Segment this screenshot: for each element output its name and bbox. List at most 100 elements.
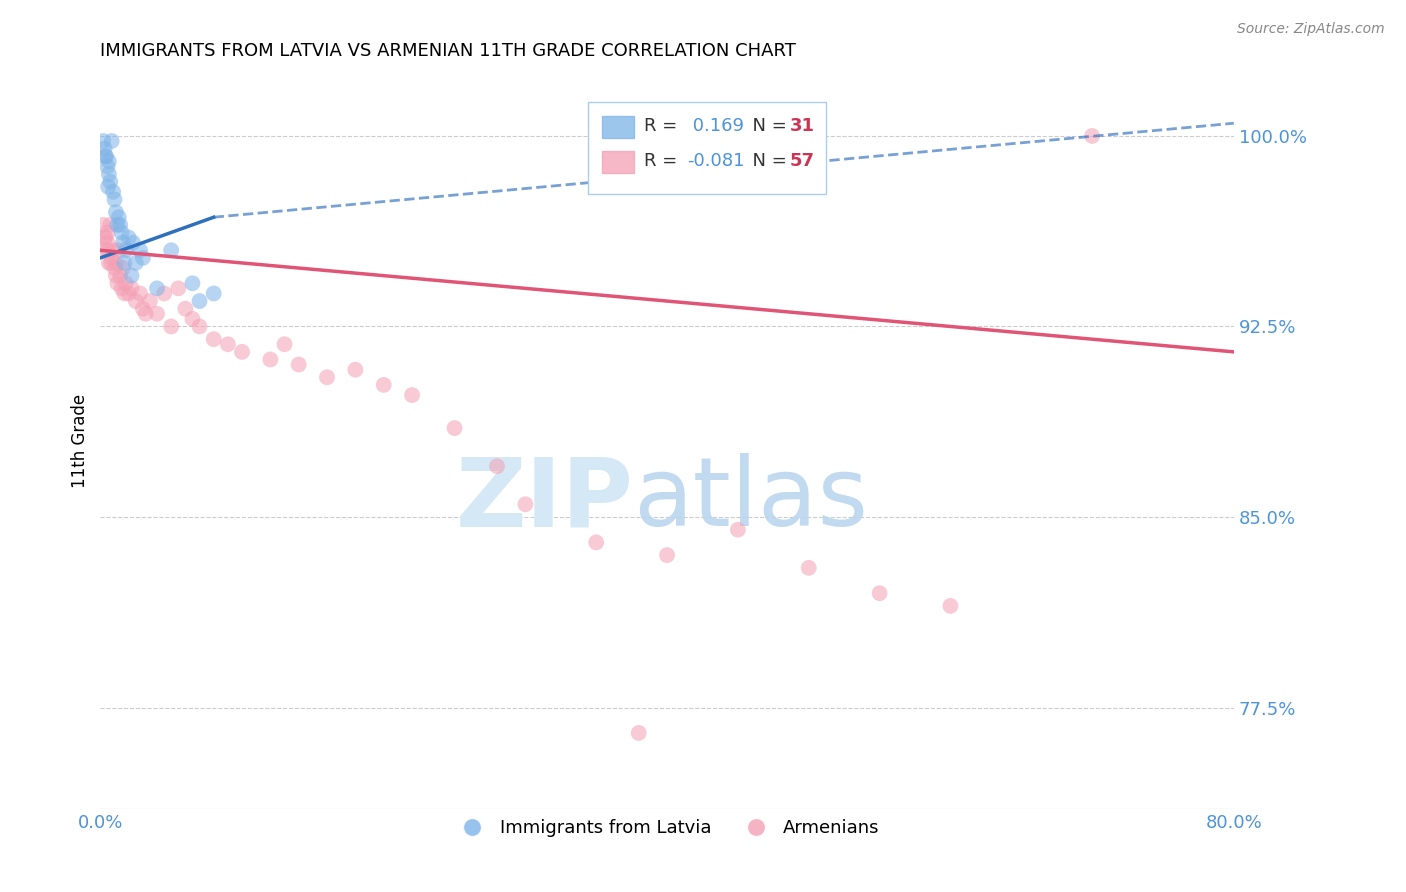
Point bbox=[122, 235, 145, 250]
Point bbox=[104, 205, 127, 219]
Bar bbox=[602, 151, 634, 173]
Point bbox=[97, 179, 120, 194]
Point bbox=[132, 251, 155, 265]
Point bbox=[115, 277, 138, 291]
Point bbox=[273, 337, 295, 351]
Text: ZIP: ZIP bbox=[456, 453, 633, 546]
Point bbox=[655, 548, 678, 562]
Point bbox=[107, 211, 129, 225]
Bar bbox=[602, 116, 634, 138]
Point bbox=[125, 294, 148, 309]
Point bbox=[94, 230, 117, 244]
Point bbox=[97, 256, 120, 270]
Text: 31: 31 bbox=[790, 117, 814, 136]
Text: R =: R = bbox=[644, 117, 683, 136]
Text: N =: N = bbox=[741, 152, 792, 169]
Point bbox=[101, 185, 124, 199]
Point bbox=[103, 193, 125, 207]
Point bbox=[401, 388, 423, 402]
Point bbox=[202, 332, 225, 346]
Point bbox=[96, 226, 118, 240]
Point bbox=[217, 337, 239, 351]
Point bbox=[98, 218, 121, 232]
Point bbox=[135, 307, 157, 321]
Point bbox=[202, 286, 225, 301]
Point bbox=[114, 286, 136, 301]
Point bbox=[93, 142, 115, 156]
Point bbox=[727, 523, 749, 537]
Point bbox=[94, 149, 117, 163]
Text: 57: 57 bbox=[790, 152, 814, 169]
Point bbox=[139, 294, 162, 309]
Point bbox=[100, 134, 122, 148]
Point bbox=[97, 154, 120, 169]
Point bbox=[118, 286, 141, 301]
Point bbox=[160, 244, 183, 258]
Point bbox=[93, 230, 115, 244]
Point bbox=[121, 281, 143, 295]
Text: Source: ZipAtlas.com: Source: ZipAtlas.com bbox=[1237, 22, 1385, 37]
Point bbox=[188, 294, 211, 309]
Text: atlas: atlas bbox=[633, 453, 868, 546]
Point bbox=[797, 561, 820, 575]
Point bbox=[174, 301, 197, 316]
Y-axis label: 11th Grade: 11th Grade bbox=[72, 393, 89, 488]
Point bbox=[91, 218, 114, 232]
Text: R =: R = bbox=[644, 152, 683, 169]
Point bbox=[94, 244, 117, 258]
Point bbox=[486, 459, 509, 474]
Point bbox=[1081, 128, 1104, 143]
Point bbox=[869, 586, 891, 600]
Point bbox=[181, 277, 204, 291]
Point bbox=[146, 307, 169, 321]
Point bbox=[121, 268, 143, 283]
Point bbox=[181, 311, 204, 326]
Legend: Immigrants from Latvia, Armenians: Immigrants from Latvia, Armenians bbox=[447, 812, 887, 845]
Point bbox=[443, 421, 465, 435]
Point bbox=[115, 244, 138, 258]
Point bbox=[231, 344, 253, 359]
Point bbox=[107, 244, 129, 258]
Point bbox=[939, 599, 962, 613]
Text: 0.169: 0.169 bbox=[688, 117, 744, 136]
Point bbox=[287, 358, 309, 372]
Point bbox=[97, 167, 120, 181]
Point bbox=[118, 230, 141, 244]
Point bbox=[344, 362, 367, 376]
Point bbox=[167, 281, 190, 295]
Point bbox=[104, 268, 127, 283]
Point bbox=[108, 268, 131, 283]
FancyBboxPatch shape bbox=[588, 102, 825, 194]
Point bbox=[103, 260, 125, 275]
Point bbox=[188, 319, 211, 334]
Point bbox=[100, 251, 122, 265]
Point bbox=[132, 301, 155, 316]
Point bbox=[110, 281, 132, 295]
Point bbox=[104, 256, 127, 270]
Text: -0.081: -0.081 bbox=[688, 152, 745, 169]
Point bbox=[259, 352, 281, 367]
Point bbox=[96, 235, 118, 250]
Point bbox=[96, 160, 118, 174]
Text: IMMIGRANTS FROM LATVIA VS ARMENIAN 11TH GRADE CORRELATION CHART: IMMIGRANTS FROM LATVIA VS ARMENIAN 11TH … bbox=[100, 42, 796, 60]
Point bbox=[129, 286, 152, 301]
Point bbox=[125, 256, 148, 270]
Point bbox=[111, 260, 134, 275]
Point bbox=[100, 256, 122, 270]
Point bbox=[153, 286, 176, 301]
Text: N =: N = bbox=[741, 117, 792, 136]
Point bbox=[91, 134, 114, 148]
Point bbox=[316, 370, 339, 384]
Point bbox=[101, 244, 124, 258]
Point bbox=[160, 319, 183, 334]
Point bbox=[114, 256, 136, 270]
Point bbox=[146, 281, 169, 295]
Point bbox=[585, 535, 607, 549]
Point bbox=[373, 377, 395, 392]
Point bbox=[627, 726, 650, 740]
Point bbox=[94, 149, 117, 163]
Point bbox=[129, 244, 152, 258]
Point bbox=[111, 235, 134, 250]
Point bbox=[97, 244, 120, 258]
Point bbox=[110, 226, 132, 240]
